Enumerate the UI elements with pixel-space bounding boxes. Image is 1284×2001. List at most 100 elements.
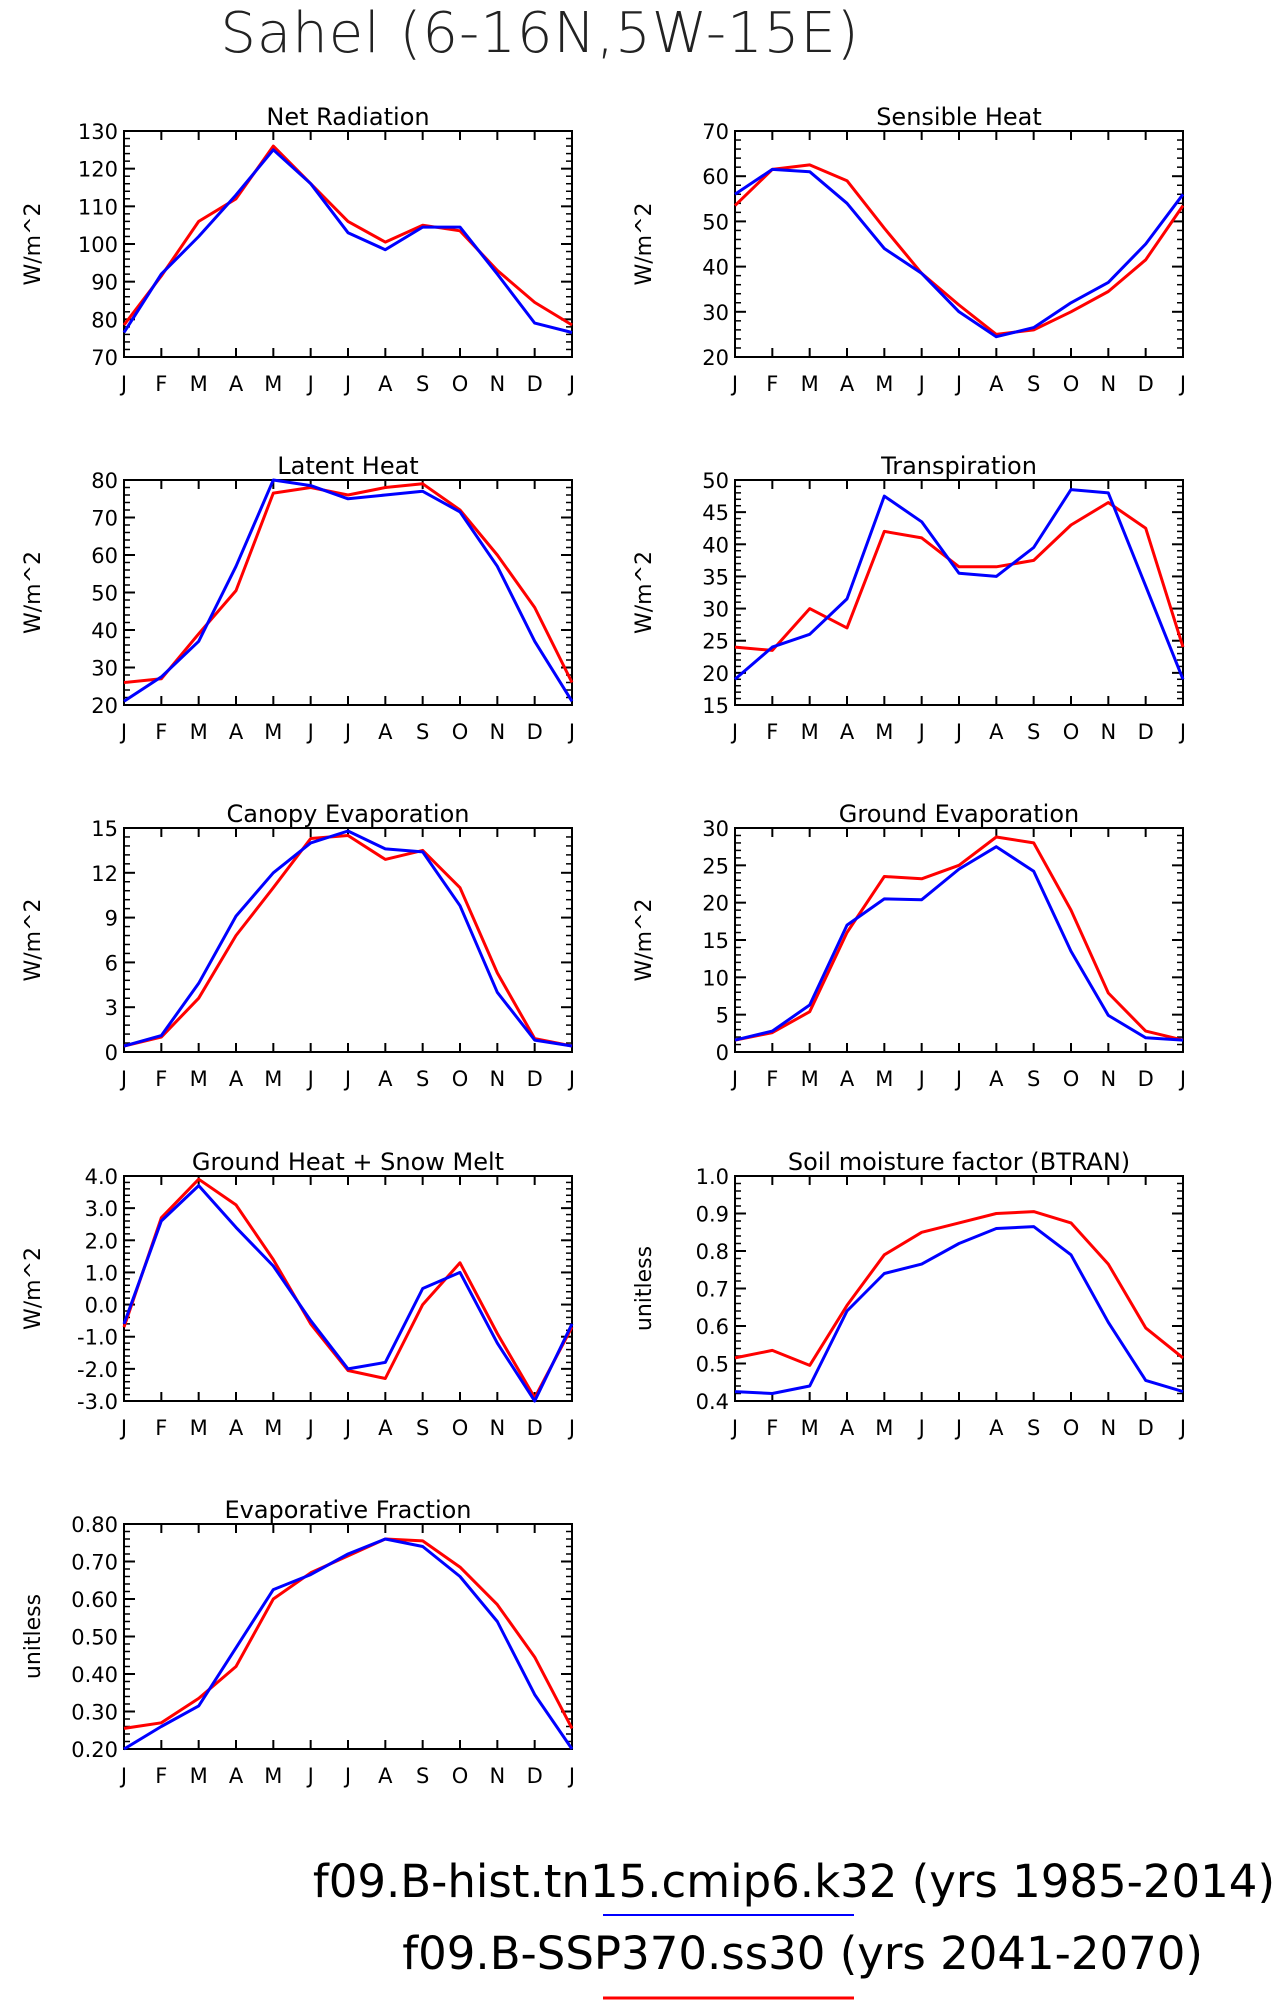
x-tick-label: A bbox=[378, 1416, 393, 1440]
x-tick-label: J bbox=[567, 1764, 575, 1788]
x-tick-label: M bbox=[190, 1764, 208, 1788]
series-line bbox=[122, 148, 573, 334]
x-tick-label: J bbox=[119, 372, 127, 396]
y-tick-label: 30 bbox=[702, 817, 729, 841]
x-tick-label: N bbox=[489, 1067, 505, 1091]
x-tick-label: A bbox=[840, 1416, 855, 1440]
y-tick-label: 4.0 bbox=[85, 1165, 118, 1189]
y-tick-label: 0 bbox=[716, 1041, 729, 1065]
y-tick-label: 0.20 bbox=[71, 1738, 118, 1762]
y-tick-label: 0.40 bbox=[71, 1663, 118, 1687]
x-tick-label: J bbox=[954, 372, 962, 396]
x-tick-label: N bbox=[489, 1764, 505, 1788]
x-tick-label: O bbox=[1063, 720, 1080, 744]
x-tick-label: A bbox=[378, 372, 393, 396]
y-tick-label: 0.8 bbox=[696, 1240, 729, 1264]
y-tick-label: 30 bbox=[91, 657, 118, 681]
y-axis-label: W/m^2 bbox=[21, 202, 46, 285]
series-line bbox=[733, 163, 1185, 336]
x-tick-label: A bbox=[378, 1067, 393, 1091]
x-tick-label: J bbox=[917, 1067, 925, 1091]
x-tick-label: F bbox=[155, 720, 167, 744]
x-tick-label: O bbox=[452, 372, 469, 396]
y-tick-label: 30 bbox=[702, 598, 729, 622]
x-tick-label: J bbox=[306, 372, 314, 396]
y-tick-label: -2.0 bbox=[77, 1358, 118, 1382]
panel-title: Sensible Heat bbox=[876, 103, 1042, 131]
y-tick-label: 3 bbox=[105, 996, 118, 1020]
y-tick-label: 100 bbox=[78, 233, 118, 257]
x-tick-label: J bbox=[306, 720, 314, 744]
y-axis-label: W/m^2 bbox=[21, 1247, 46, 1330]
x-tick-label: M bbox=[875, 720, 893, 744]
x-tick-label: S bbox=[1027, 372, 1040, 396]
y-tick-label: 60 bbox=[702, 165, 729, 189]
x-tick-label: S bbox=[416, 1416, 429, 1440]
x-tick-label: A bbox=[840, 372, 855, 396]
x-tick-label: M bbox=[264, 1416, 282, 1440]
x-tick-label: J bbox=[306, 1416, 314, 1440]
x-tick-label: J bbox=[119, 720, 127, 744]
series-line bbox=[123, 829, 573, 1048]
x-tick-label: D bbox=[527, 1067, 543, 1091]
series-line bbox=[734, 501, 1185, 652]
y-tick-label: 40 bbox=[91, 619, 118, 643]
series-line bbox=[734, 835, 1184, 1042]
x-tick-label: M bbox=[264, 1067, 282, 1091]
x-tick-label: N bbox=[489, 372, 505, 396]
x-tick-label: A bbox=[989, 372, 1004, 396]
x-tick-label: M bbox=[801, 372, 819, 396]
series-line bbox=[734, 167, 1185, 339]
x-tick-label: J bbox=[917, 720, 925, 744]
x-tick-label: S bbox=[416, 1764, 429, 1788]
y-tick-label: 0.70 bbox=[71, 1551, 118, 1575]
page-title: Sahel (6-16N,5W-15E) bbox=[220, 1, 859, 66]
y-tick-label: 80 bbox=[91, 469, 118, 493]
x-tick-label: D bbox=[1138, 720, 1154, 744]
panel-title: Latent Heat bbox=[277, 452, 418, 480]
x-tick-label: F bbox=[766, 720, 778, 744]
series-line bbox=[122, 1184, 574, 1403]
y-tick-label: 20 bbox=[702, 892, 729, 916]
y-tick-label: 70 bbox=[91, 346, 118, 370]
y-tick-label: 12 bbox=[91, 862, 118, 886]
panel-title: Ground Heat + Snow Melt bbox=[192, 1148, 504, 1176]
x-tick-label: J bbox=[1178, 720, 1186, 744]
x-tick-label: F bbox=[155, 372, 167, 396]
y-tick-label: 1.0 bbox=[85, 1261, 118, 1285]
x-tick-label: O bbox=[452, 720, 469, 744]
y-tick-label: 120 bbox=[78, 158, 118, 182]
x-tick-label: J bbox=[954, 1416, 962, 1440]
x-tick-label: M bbox=[875, 1416, 893, 1440]
x-tick-label: J bbox=[917, 1416, 925, 1440]
panel-title: Evaporative Fraction bbox=[224, 1496, 471, 1524]
x-tick-label: A bbox=[840, 1067, 855, 1091]
y-tick-label: 0.60 bbox=[71, 1588, 118, 1612]
plot-frame bbox=[123, 827, 573, 1053]
chart-panel: J F M A M J J A S O N D J1520253035404550Transpirati… bbox=[632, 452, 1186, 744]
y-tick-label: 50 bbox=[702, 469, 729, 493]
series-line bbox=[734, 1210, 1184, 1367]
y-tick-label: 70 bbox=[702, 120, 729, 144]
series-line bbox=[123, 1537, 574, 1751]
y-tick-label: 35 bbox=[702, 565, 729, 589]
x-tick-label: J bbox=[567, 372, 575, 396]
x-tick-label: A bbox=[229, 372, 244, 396]
x-tick-label: S bbox=[416, 372, 429, 396]
panel-title: Ground Evaporation bbox=[839, 800, 1079, 828]
x-tick-label: J bbox=[343, 1764, 351, 1788]
x-tick-label: M bbox=[190, 1067, 208, 1091]
x-tick-label: M bbox=[190, 1416, 208, 1440]
x-tick-label: N bbox=[1100, 1416, 1116, 1440]
x-tick-label: D bbox=[1138, 372, 1154, 396]
x-tick-label: J bbox=[730, 1416, 738, 1440]
x-tick-label: J bbox=[306, 1764, 314, 1788]
x-tick-label: D bbox=[527, 1764, 543, 1788]
y-axis-label: unitless bbox=[632, 1246, 657, 1331]
x-tick-label: M bbox=[801, 720, 819, 744]
x-tick-label: M bbox=[264, 372, 282, 396]
y-tick-label: 50 bbox=[91, 582, 118, 606]
y-tick-label: 80 bbox=[91, 308, 118, 332]
